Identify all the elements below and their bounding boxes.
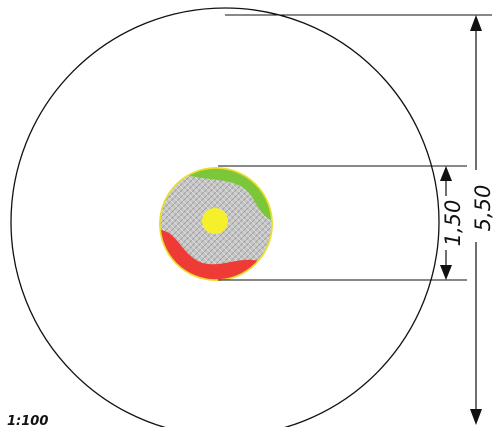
top-arrowhead	[470, 15, 482, 31]
disc-outline	[159, 167, 273, 281]
bottom-arrowhead	[470, 409, 482, 425]
scale-label: 1:100	[7, 414, 48, 427]
red-segment	[160, 228, 272, 280]
equipment-diameter-dimension: 1,50	[440, 166, 465, 280]
equipment-disc	[159, 167, 273, 281]
outer-diameter-dimension: 5,50	[470, 15, 493, 425]
bottom-arrowhead	[440, 265, 452, 280]
center-dot	[202, 208, 228, 234]
outer-zone-circle	[10, 7, 440, 427]
top-arrowhead	[440, 166, 452, 181]
outer-diameter-label: 5,50	[471, 185, 493, 232]
equipment-diameter-label: 1,50	[441, 200, 465, 247]
green-segment	[170, 168, 272, 222]
